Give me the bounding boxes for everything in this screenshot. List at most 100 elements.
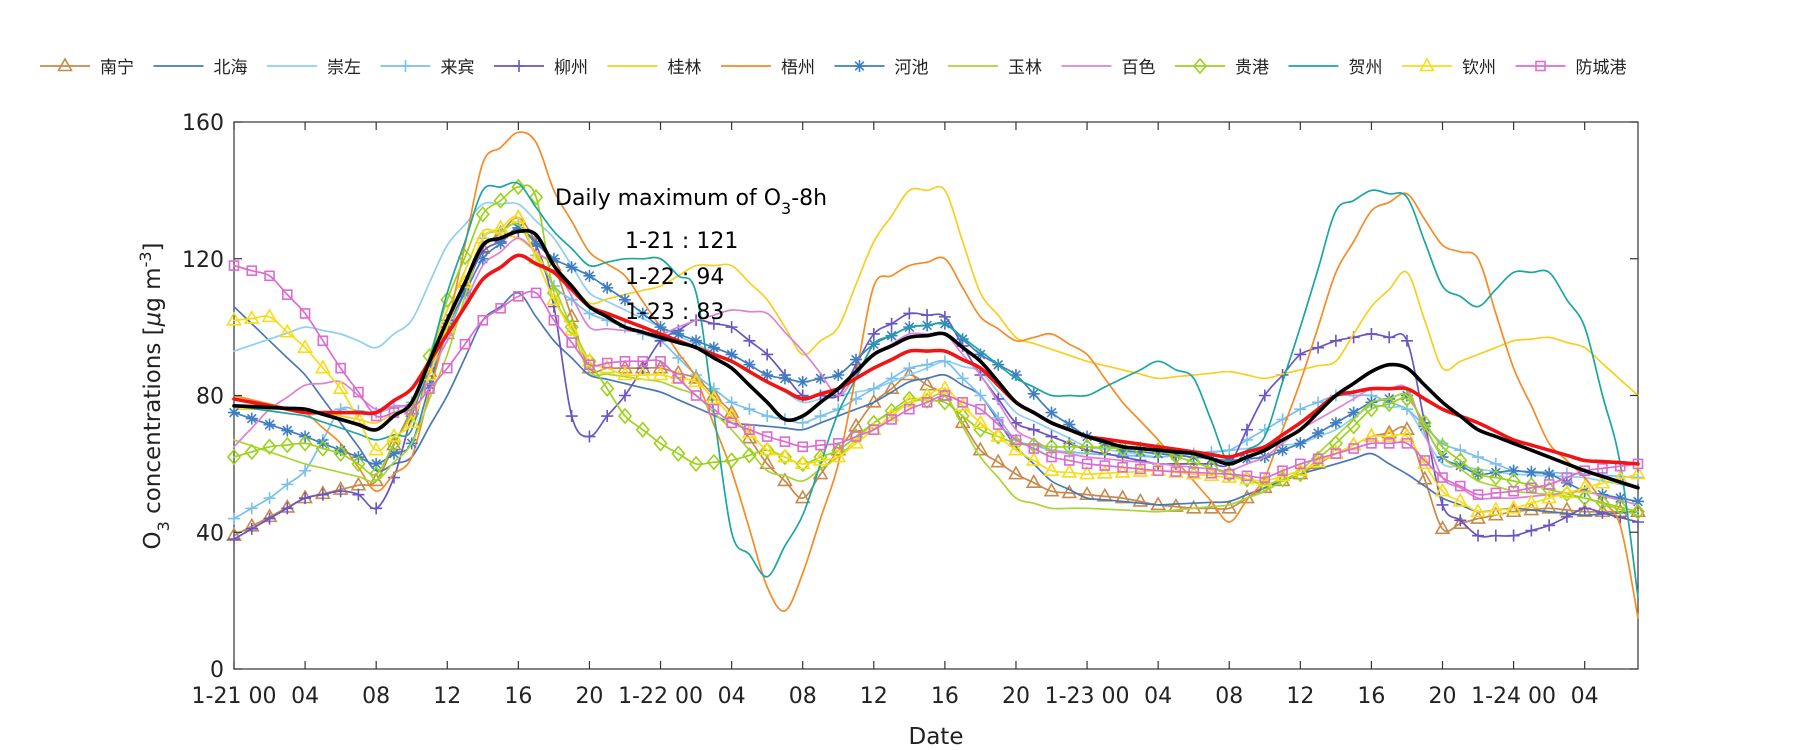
series-4-marker bbox=[1383, 331, 1396, 344]
series-7-marker bbox=[1223, 454, 1236, 467]
series-7-marker bbox=[1009, 368, 1022, 381]
series-11-line bbox=[233, 181, 1639, 599]
series-7-marker bbox=[618, 293, 631, 306]
series-13-marker bbox=[637, 356, 649, 367]
series-0-marker bbox=[777, 472, 793, 487]
series-12-marker bbox=[1256, 472, 1273, 487]
series-10-marker bbox=[244, 443, 259, 461]
series-13-marker bbox=[495, 303, 506, 314]
series-3-marker bbox=[1312, 396, 1325, 409]
series-13-marker bbox=[779, 436, 791, 447]
series-13-marker bbox=[1366, 438, 1377, 449]
series-0-marker bbox=[1523, 501, 1540, 516]
series-12-marker bbox=[1363, 427, 1380, 442]
series-13-marker bbox=[299, 308, 311, 319]
series-12-marker bbox=[990, 427, 1007, 442]
series-12-marker bbox=[937, 380, 953, 394]
series-11 bbox=[233, 181, 1639, 599]
series-13-marker bbox=[850, 431, 862, 442]
series-13-marker bbox=[690, 390, 702, 401]
legend-item: 北海 bbox=[153, 58, 248, 78]
series-12-marker bbox=[1025, 451, 1042, 466]
series-7-marker bbox=[1507, 464, 1520, 477]
x-tick-label: 1-22 00 bbox=[618, 684, 703, 709]
series-10-marker bbox=[600, 380, 615, 397]
series-10-marker bbox=[1577, 489, 1592, 507]
series-12-marker bbox=[1541, 489, 1558, 504]
series-10-marker bbox=[1062, 438, 1077, 456]
series-4-marker bbox=[1312, 341, 1325, 354]
series-4-marker bbox=[245, 522, 258, 535]
legend-label: 崇左 bbox=[327, 58, 361, 78]
series-10-marker bbox=[1595, 494, 1610, 511]
series-7-marker bbox=[707, 341, 720, 354]
x-axis-title: Date bbox=[909, 724, 964, 750]
series-10-marker bbox=[884, 402, 899, 420]
series-0-marker bbox=[759, 455, 776, 470]
series-3-marker bbox=[867, 382, 880, 395]
series-13-marker bbox=[1295, 458, 1306, 470]
series-13-marker bbox=[1437, 472, 1448, 483]
series-4-marker bbox=[867, 327, 880, 340]
series-1 bbox=[233, 291, 1639, 517]
series-13-marker bbox=[744, 424, 755, 435]
series-12-marker bbox=[261, 308, 278, 323]
series-12-marker bbox=[297, 339, 313, 353]
series-3-marker bbox=[1258, 423, 1271, 436]
series-12-marker bbox=[403, 414, 420, 429]
series-12-marker bbox=[1008, 441, 1024, 456]
series-7-marker bbox=[583, 269, 596, 282]
series-12-marker bbox=[901, 393, 918, 408]
series-13-marker bbox=[1206, 467, 1217, 479]
series-13-marker bbox=[655, 356, 666, 367]
series-13-marker bbox=[1028, 443, 1040, 454]
x-tick-label: 16 bbox=[1357, 684, 1385, 709]
series-0-marker bbox=[1185, 499, 1202, 514]
series-12-marker bbox=[812, 451, 829, 466]
legend-swatch-marker bbox=[1535, 60, 1546, 72]
series-10-marker bbox=[635, 421, 650, 438]
series-13-marker bbox=[797, 441, 809, 453]
series-4-marker bbox=[1009, 416, 1022, 429]
series-0-marker bbox=[990, 453, 1007, 468]
series-10-marker bbox=[493, 192, 508, 209]
series-12-marker bbox=[226, 311, 242, 326]
series-3-marker bbox=[921, 358, 934, 371]
y-axis-title: O3 concentrations [μg m-3] bbox=[136, 242, 173, 549]
series-4-marker bbox=[352, 488, 365, 501]
series-13-marker bbox=[904, 403, 915, 415]
series-12-marker bbox=[368, 441, 385, 456]
legend-item: 崇左 bbox=[267, 58, 361, 78]
series-12-marker bbox=[794, 455, 811, 470]
series-4-marker bbox=[743, 334, 756, 347]
series-3-marker bbox=[245, 502, 258, 515]
series-12-marker bbox=[1434, 482, 1451, 497]
series-13-marker bbox=[601, 357, 613, 369]
series-4-marker bbox=[903, 307, 916, 320]
series-3-marker bbox=[1294, 403, 1307, 416]
series-7-marker bbox=[263, 418, 276, 431]
series-0-marker bbox=[1505, 503, 1522, 518]
series-7-marker bbox=[1027, 387, 1040, 400]
series-13-marker bbox=[1063, 455, 1075, 466]
series-13-marker bbox=[1419, 455, 1431, 466]
series-0-marker bbox=[1416, 470, 1433, 485]
series-4-marker bbox=[1436, 498, 1449, 511]
series-12-marker bbox=[1096, 464, 1113, 479]
series-4-marker bbox=[761, 348, 774, 361]
series-4-marker bbox=[1241, 423, 1254, 436]
series-12-marker bbox=[1576, 479, 1593, 494]
series-4-marker bbox=[263, 512, 276, 525]
series-13-marker bbox=[530, 287, 542, 299]
series-10-marker bbox=[582, 353, 597, 370]
series-7-marker bbox=[654, 321, 667, 334]
x-tick-label: 12 bbox=[433, 684, 461, 709]
series-0-marker bbox=[563, 308, 580, 323]
series-3-marker bbox=[938, 355, 951, 368]
series-4-marker bbox=[725, 321, 738, 334]
x-tick-label: 12 bbox=[860, 684, 888, 709]
y-tick-label: 80 bbox=[196, 385, 224, 410]
series-7-marker bbox=[245, 412, 258, 425]
series-7-marker bbox=[672, 327, 685, 340]
